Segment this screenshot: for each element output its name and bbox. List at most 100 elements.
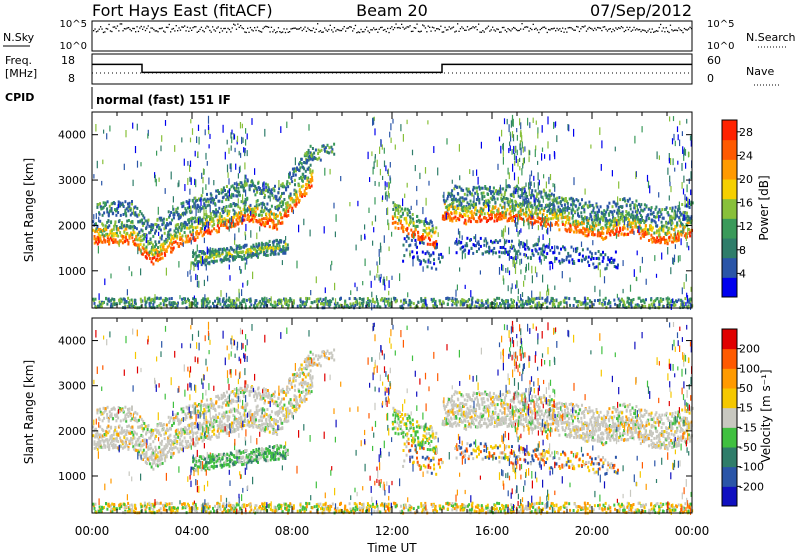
power-cell	[612, 261, 615, 264]
power-cell	[507, 252, 509, 256]
power-cell	[232, 208, 235, 212]
power-cell	[575, 226, 578, 230]
power-cell	[293, 199, 296, 203]
power-cell	[284, 209, 287, 213]
power-cell	[142, 247, 145, 251]
power-cell	[590, 229, 593, 233]
nsky-point	[378, 28, 380, 30]
power-cell	[619, 299, 622, 303]
power-cell	[656, 215, 659, 219]
power-cell	[421, 303, 424, 307]
nsky-point	[242, 28, 245, 30]
power-cell	[230, 302, 233, 306]
power-cell	[279, 201, 282, 205]
power-cell	[616, 202, 619, 206]
power-cell	[634, 303, 637, 307]
power-cell	[653, 231, 656, 235]
power-cell	[101, 233, 104, 237]
power-cell	[197, 254, 200, 258]
power-cell	[278, 298, 281, 302]
power-cell	[215, 252, 218, 256]
power-cell	[362, 302, 364, 306]
power-cell	[532, 213, 534, 217]
power-cell	[489, 302, 492, 306]
power-cell	[229, 163, 231, 169]
power-cell	[250, 303, 253, 307]
power-cell	[398, 218, 400, 222]
nsky-point	[132, 27, 134, 30]
power-cell	[587, 221, 590, 225]
power-cell	[162, 242, 165, 246]
power-cell	[203, 213, 206, 216]
power-cell	[236, 213, 239, 217]
power-cell	[572, 197, 574, 201]
power-cell	[389, 162, 391, 168]
power-cell	[501, 199, 504, 203]
nsky-point	[116, 25, 119, 27]
power-cell	[614, 202, 617, 206]
power-cell	[308, 180, 311, 184]
nsky-point	[343, 26, 345, 28]
power-cell	[507, 250, 509, 254]
nsky-point	[563, 31, 565, 33]
power-cell	[492, 206, 495, 210]
power-cell	[680, 232, 683, 236]
power-cell	[141, 233, 144, 237]
power-cell	[188, 201, 190, 208]
power-cell	[538, 305, 541, 309]
power-cell	[573, 210, 576, 214]
power-cell	[272, 250, 275, 254]
nsky-point	[555, 30, 557, 32]
power-cell	[266, 202, 269, 206]
power-cell	[447, 214, 450, 218]
power-cell	[244, 251, 247, 255]
power-cell	[451, 193, 454, 197]
power-cell	[105, 224, 108, 228]
power-cell	[191, 225, 193, 228]
power-cell	[207, 198, 210, 202]
power-cell	[154, 231, 156, 235]
power-cell	[115, 213, 118, 217]
power-cell	[166, 223, 169, 227]
power-cell	[104, 240, 107, 244]
power-cell	[537, 182, 539, 190]
power-cell	[306, 153, 309, 157]
nsky-point	[531, 28, 533, 31]
power-cell	[509, 213, 512, 217]
power-cell	[641, 215, 643, 219]
power-cell	[604, 212, 607, 216]
power-cell	[597, 223, 600, 227]
power-cell	[222, 189, 225, 193]
power-cell	[528, 215, 531, 219]
power-cell	[200, 302, 203, 306]
nsky-point	[499, 31, 501, 33]
power-cell	[574, 204, 577, 208]
power-cell	[449, 215, 452, 219]
power-cell	[524, 301, 527, 305]
power-cell	[528, 198, 530, 205]
power-cell	[201, 217, 204, 221]
power-cell	[182, 201, 185, 205]
power-cell	[478, 187, 481, 191]
power-cell	[605, 222, 608, 226]
nsky-point	[549, 29, 551, 31]
power-cell	[403, 298, 406, 302]
power-cell	[429, 238, 431, 242]
power-cell	[469, 192, 472, 196]
power-cell	[666, 231, 669, 235]
power-cell	[238, 244, 241, 248]
power-cell	[262, 299, 264, 303]
power-cell	[226, 212, 229, 216]
power-cell	[172, 246, 175, 250]
power-cell	[604, 253, 607, 257]
power-cell	[487, 193, 490, 196]
power-cell	[537, 216, 540, 220]
power-cell	[288, 175, 290, 179]
nsky-point	[644, 30, 646, 32]
power-cell	[641, 209, 644, 213]
power-cell	[600, 215, 603, 219]
power-cell	[522, 191, 525, 195]
power-cell	[156, 225, 158, 229]
nsky-point	[174, 30, 176, 32]
power-cell	[520, 216, 523, 220]
